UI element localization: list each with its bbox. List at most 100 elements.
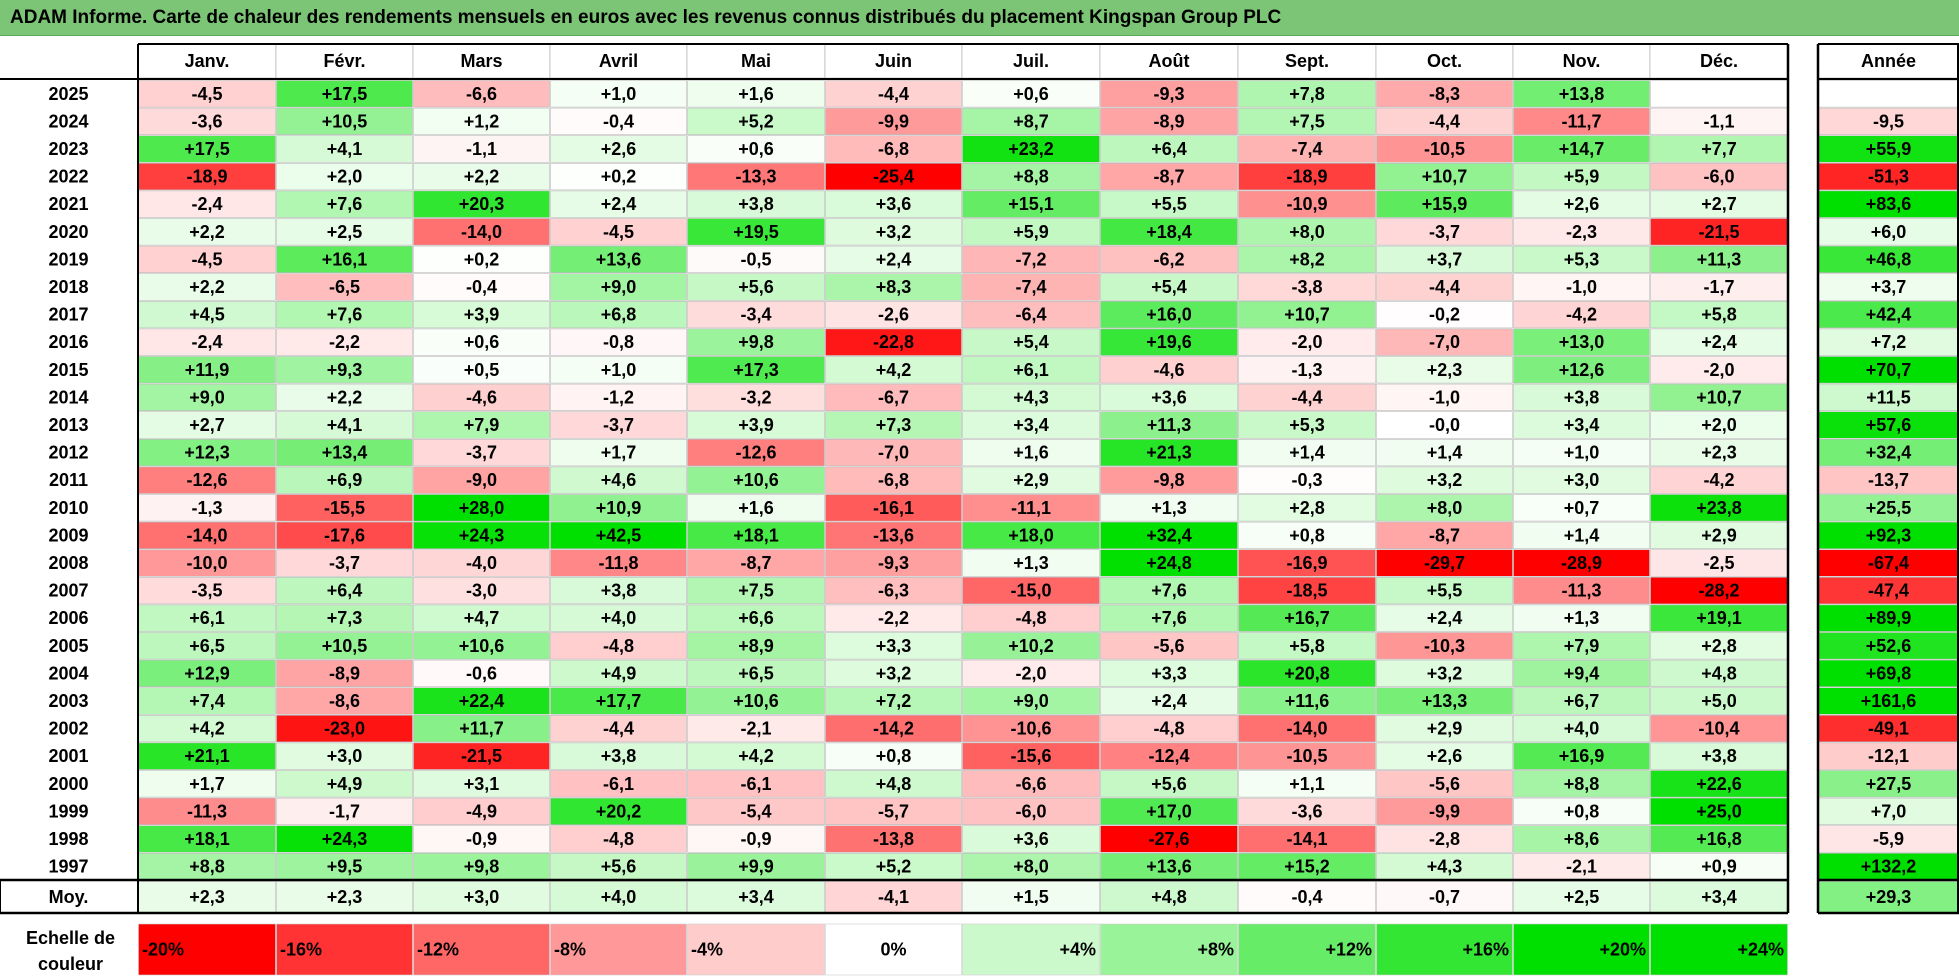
- heatmap-cell: [550, 356, 687, 384]
- heatmap-cell-value: -2,2: [878, 608, 909, 628]
- heatmap-cell: [550, 190, 687, 218]
- heatmap-cell-value: -1,0: [1566, 277, 1597, 297]
- heatmap-cell-value: +2,4: [1701, 332, 1737, 352]
- heatmap-cell-value: -14,2: [873, 719, 914, 739]
- heatmap-cell: [825, 659, 962, 687]
- heatmap-cell-value: -3,0: [466, 581, 497, 601]
- heatmap-cell-value: -12,6: [186, 470, 227, 490]
- heatmap-cell-value: +7,5: [1289, 111, 1325, 131]
- heatmap-cell-value: +2,2: [189, 222, 225, 242]
- month-header-label: Nov.: [1563, 51, 1601, 71]
- heatmap-cell-value: +8,0: [1013, 857, 1049, 877]
- heatmap-cell: [550, 438, 687, 467]
- average-cell-value: +2,3: [189, 887, 225, 907]
- heatmap-cell: [687, 604, 825, 632]
- heatmap-cell-value: +8,7: [1013, 111, 1049, 131]
- heatmap-cell: [1238, 797, 1376, 825]
- heatmap-cell-value: -15,5: [324, 498, 365, 518]
- scale-swatch: [413, 923, 550, 976]
- heatmap-cell-value: +2,0: [327, 167, 363, 187]
- heatmap-cell-value: +2,9: [1701, 525, 1737, 545]
- heatmap-cell-value: +0,8: [1564, 801, 1600, 821]
- heatmap-cell: [1376, 300, 1513, 329]
- heatmap-cell-value: +7,5: [738, 581, 774, 601]
- annual-cell-value: +70,7: [1866, 360, 1912, 380]
- annual-cell-value: -51,3: [1868, 167, 1909, 187]
- heatmap-cell: [138, 466, 276, 494]
- heatmap-cell-value: +1,7: [189, 774, 225, 794]
- heatmap-cell-value: -2,8: [1429, 829, 1460, 849]
- heatmap-cell-value: -0,6: [466, 663, 497, 683]
- heatmap-cell: [825, 632, 962, 660]
- heatmap-cell: [1100, 742, 1238, 770]
- heatmap-cell: [1238, 742, 1376, 770]
- scale-swatch-label: -4%: [691, 940, 723, 960]
- scale-swatch-label: 0%: [880, 940, 906, 960]
- heatmap-cell: [687, 273, 825, 301]
- heatmap-cell-value: +18,0: [1008, 525, 1054, 545]
- heatmap-cell: [962, 770, 1100, 798]
- average-cell-value: -4,1: [878, 887, 909, 907]
- heatmap-cell-value: +4,0: [1564, 719, 1600, 739]
- heatmap-cell-value: +1,6: [738, 498, 774, 518]
- heatmap-cell: [413, 770, 550, 798]
- heatmap-cell: [1650, 328, 1788, 356]
- heatmap-cell-value: +2,3: [1701, 443, 1737, 463]
- heatmap-cell-value: +15,1: [1008, 194, 1054, 214]
- year-label: 2002: [48, 719, 88, 739]
- heatmap-cell: [962, 549, 1100, 577]
- heatmap-cell: [1650, 632, 1788, 660]
- month-header-cell: [1237, 43, 1377, 79]
- heatmap-cell: [1650, 273, 1788, 301]
- heatmap-cell-value: -7,0: [878, 443, 909, 463]
- heatmap-cell: [825, 687, 962, 715]
- heatmap-cell-value: +1,1: [1289, 774, 1325, 794]
- heatmap-cell: [1376, 797, 1513, 825]
- heatmap-cell-value: -8,9: [329, 663, 360, 683]
- heatmap-cell-value: +4,2: [876, 360, 912, 380]
- heatmap-cell: [1376, 273, 1513, 301]
- year-label: 2016: [48, 332, 88, 352]
- heatmap-cell: [1100, 438, 1238, 467]
- heatmap-cell-value: -10,0: [186, 553, 227, 573]
- average-cell-value: -0,4: [1291, 887, 1322, 907]
- heatmap-cell-value: +1,2: [464, 111, 500, 131]
- heatmap-cell: [825, 742, 962, 770]
- scale-swatch: [550, 923, 687, 976]
- heatmap-cell-value: +5,8: [1289, 636, 1325, 656]
- average-cell: [962, 881, 1100, 913]
- annual-cell-value: +161,6: [1861, 691, 1917, 711]
- heatmap-cell-value: +1,6: [738, 84, 774, 104]
- heatmap-cell: [413, 438, 550, 467]
- year-label: 2014: [48, 387, 88, 407]
- heatmap-cell-value: +16,7: [1284, 608, 1330, 628]
- annual-cell-value: -49,1: [1868, 719, 1909, 739]
- heatmap-cell: [1100, 328, 1238, 356]
- annual-cell: [1818, 438, 1959, 467]
- year-label: 2006: [48, 608, 88, 628]
- average-cell: [276, 881, 413, 913]
- annual-cell-value: +92,3: [1866, 525, 1912, 545]
- heatmap-cell-value: -0,9: [466, 829, 497, 849]
- heatmap-cell-value: +8,8: [1564, 774, 1600, 794]
- heatmap-cell-value: -3,4: [740, 305, 771, 325]
- heatmap-cell: [1238, 107, 1376, 135]
- heatmap-cell: [138, 825, 276, 853]
- heatmap-cell-value: -4,8: [1015, 608, 1046, 628]
- heatmap-cell: [962, 411, 1100, 439]
- heatmap-cell: [413, 107, 550, 135]
- scale-swatch-label: -12%: [417, 940, 459, 960]
- heatmap-cell: [962, 328, 1100, 356]
- heatmap-cell-value: +3,0: [327, 746, 363, 766]
- heatmap-cell-value: -28,2: [1698, 581, 1739, 601]
- month-header-label: Mars: [460, 51, 502, 71]
- scale-swatch-label: +8%: [1197, 940, 1234, 960]
- heatmap-cell: [413, 383, 550, 412]
- heatmap-cell: [1513, 466, 1650, 494]
- heatmap-cell: [413, 163, 550, 191]
- heatmap-cell-value: +0,6: [1013, 84, 1049, 104]
- year-label: 2017: [48, 305, 88, 325]
- heatmap-cell: [138, 797, 276, 825]
- annual-cell-value: +132,2: [1861, 857, 1917, 877]
- scale-swatch-label: +24%: [1737, 940, 1784, 960]
